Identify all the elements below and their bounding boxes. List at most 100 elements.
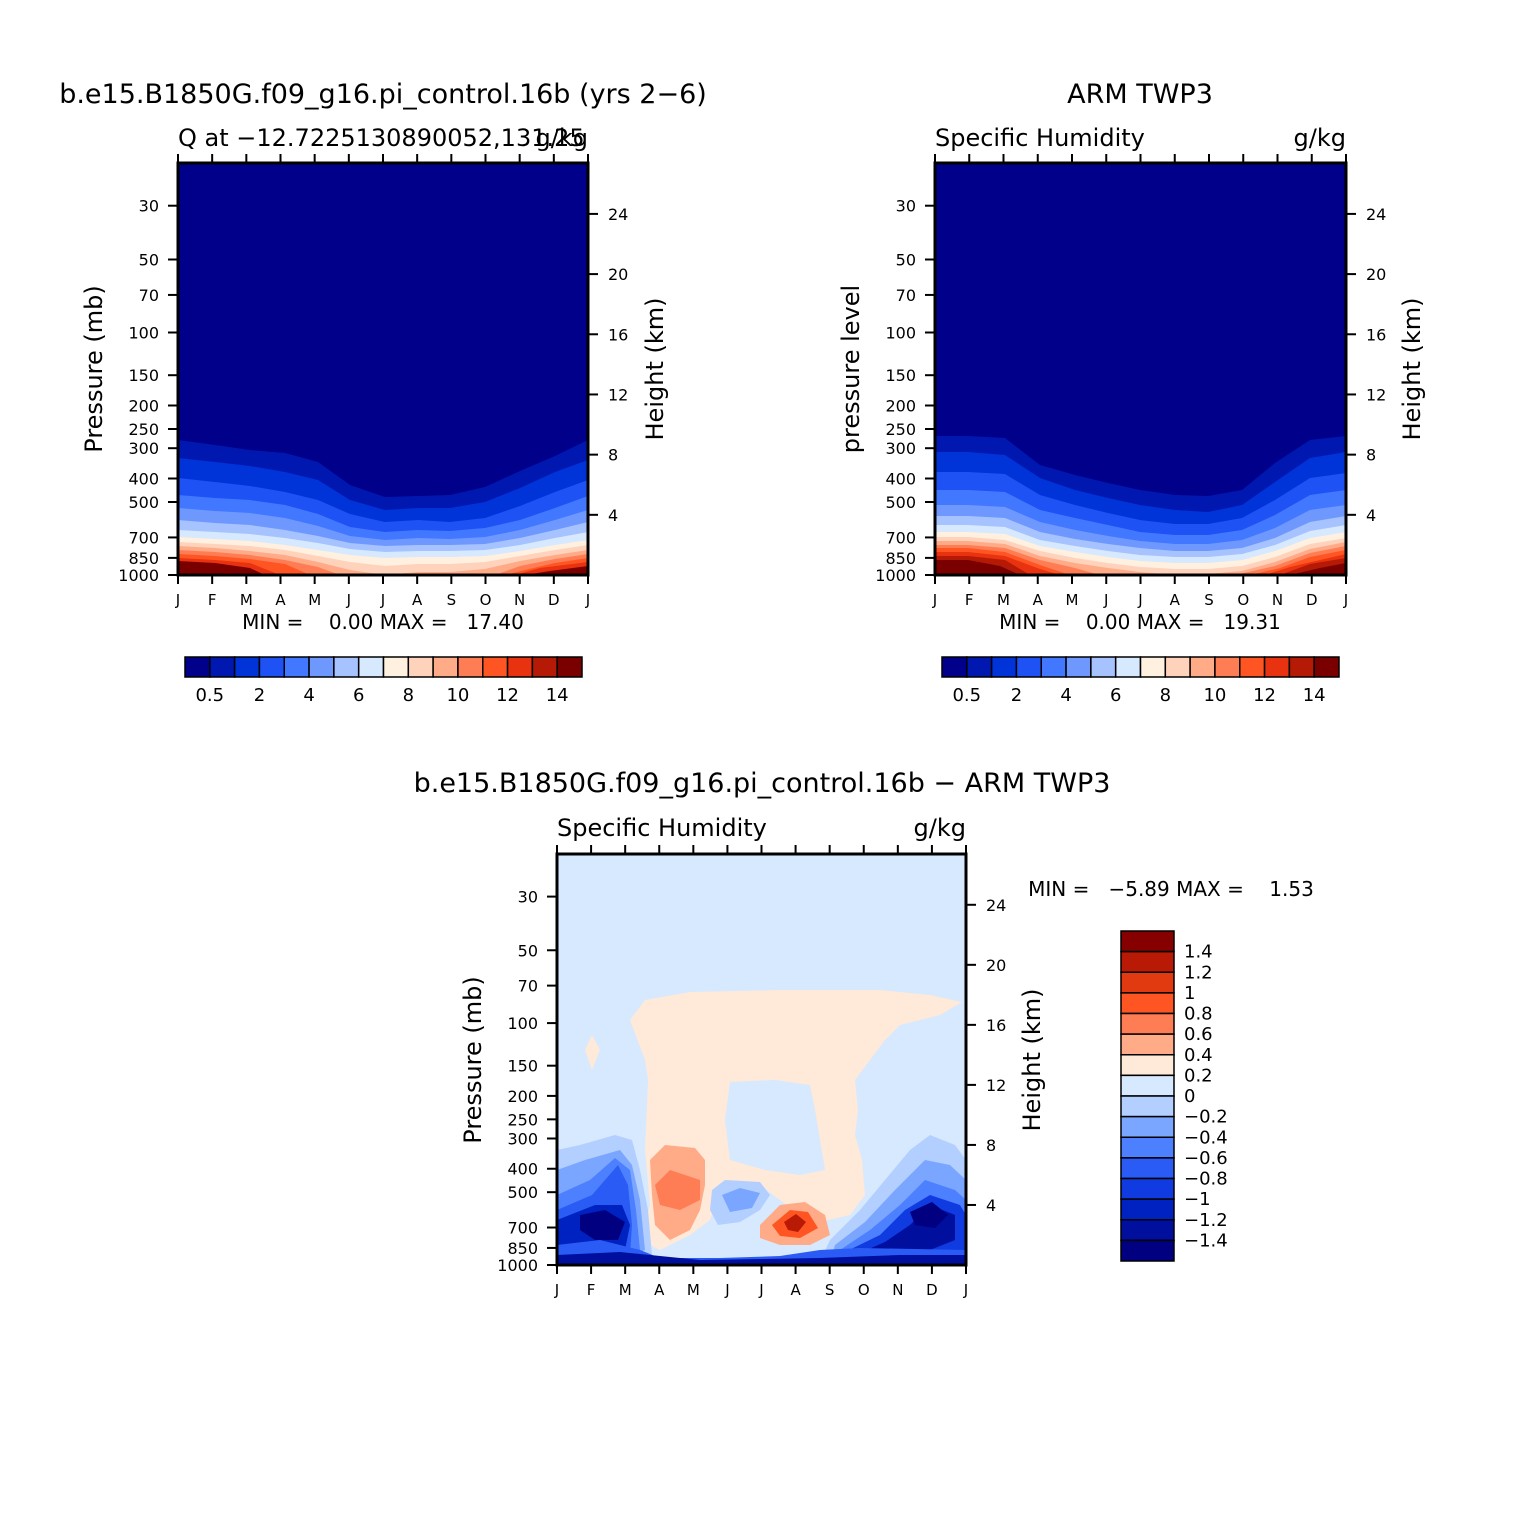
y-right-tick-label: 20 [1366, 265, 1386, 284]
y-right-tick-label: 8 [608, 446, 618, 465]
y-right-tick-label: 8 [986, 1136, 996, 1155]
panel-obs: ARM TWP3 Specific Humidity g/kg J F M A M J J A… [837, 79, 1426, 706]
colorbar-swatch [233, 656, 261, 678]
colorbar-label: 14 [546, 685, 569, 706]
x-tick-label: A [412, 591, 423, 609]
colorbar-label: 0 [1184, 1086, 1195, 1107]
x-tick-label: O [1237, 591, 1249, 609]
panel-obs-subtitle-left: Specific Humidity [935, 124, 1145, 152]
y-tick-label: 50 [518, 941, 538, 960]
x-tick-label: J [932, 591, 937, 609]
colorbar-swatch [941, 656, 968, 678]
colorbar-swatch [1065, 656, 1092, 678]
x-tick-label: M [240, 591, 253, 609]
x-tick-label: N [514, 591, 525, 609]
y-tick-label: 30 [896, 197, 916, 216]
colorbar-swatch [1120, 1239, 1175, 1262]
y-right-tick-label: 24 [608, 205, 628, 224]
y-right-tick-label: 4 [608, 506, 618, 525]
y-right-tick-label: 24 [1366, 205, 1386, 224]
x-tick-label: M [308, 591, 321, 609]
x-tick-label: J [963, 1281, 968, 1299]
x-tick-label: N [1272, 591, 1283, 609]
colorbar-label: 14 [1303, 685, 1326, 706]
colorbar-swatch [1189, 656, 1216, 678]
y-right-tick-label: 16 [1366, 325, 1386, 344]
y-tick-label: 70 [139, 286, 159, 305]
colorbar-label: 10 [1203, 685, 1226, 706]
panel-diff-stats: MIN = −5.89 MAX = 1.53 [1028, 877, 1314, 901]
x-tick-label: F [208, 591, 217, 609]
y-tick-label: 1000 [875, 566, 916, 585]
y-right-tick-label: 4 [1366, 506, 1376, 525]
colorbar-swatch [407, 656, 434, 678]
y-tick-label: 30 [518, 888, 538, 907]
colorbar-label: 8 [1160, 685, 1171, 706]
colorbar-swatch [1120, 1012, 1175, 1035]
colorbar-swatch [506, 656, 534, 678]
colorbar-label: 4 [303, 685, 314, 706]
y-right-tick-label: 24 [986, 896, 1006, 915]
colorbar-swatch [1120, 950, 1175, 973]
x-tick-label: S [825, 1281, 835, 1299]
y-right-tick-label: 12 [608, 385, 628, 404]
y-tick-label: 700 [128, 528, 159, 547]
colorbar-swatch [1120, 1074, 1175, 1097]
colorbar-label: 0.4 [1184, 1045, 1213, 1066]
colorbar-label: −0.2 [1184, 1107, 1228, 1128]
colorbar-swatch [308, 656, 335, 678]
y-tick-label: 100 [507, 1014, 538, 1033]
colorbar-label: −0.6 [1184, 1148, 1228, 1169]
y-tick-label: 850 [885, 549, 916, 568]
panel-obs-title: ARM TWP3 [1067, 79, 1213, 110]
x-tick-label: J [380, 591, 385, 609]
panel-diff: b.e15.B1850G.f09_g16.pi_control.16b − AR… [414, 768, 1314, 1299]
colorbar-label: 2 [254, 685, 265, 706]
colorbar-label: 10 [446, 685, 469, 706]
panel-model-subtitle-left: Q at −12.7225130890052,131.25 [178, 124, 585, 152]
x-tick-label: J [585, 591, 590, 609]
y-tick-label: 70 [896, 286, 916, 305]
colorbar-swatch [184, 656, 211, 678]
y-tick-label: 70 [518, 977, 538, 996]
y-tick-label: 200 [885, 396, 916, 415]
x-tick-label: J [1103, 591, 1108, 609]
x-tick-label: J [758, 1281, 763, 1299]
colorbar-label: 8 [403, 685, 414, 706]
panel-model-title: b.e15.B1850G.f09_g16.pi_control.16b (yrs… [59, 79, 707, 110]
panel-model-field [178, 163, 588, 575]
y-tick-label: 300 [507, 1130, 538, 1149]
colorbar-swatch [1120, 1219, 1175, 1242]
colorbar-swatch [1263, 656, 1291, 678]
x-tick-label: M [1066, 591, 1079, 609]
x-tick-label: M [997, 591, 1010, 609]
panel-diff-subtitle-right: g/kg [914, 814, 966, 842]
y-right-tick-label: 20 [608, 265, 628, 284]
x-tick-label: J [346, 591, 351, 609]
colorbar-label: 12 [496, 685, 519, 706]
colorbar-label: −1.4 [1184, 1230, 1228, 1251]
x-tick-label: A [1170, 591, 1181, 609]
colorbar-label: 6 [1110, 685, 1121, 706]
panel-diff-title: b.e15.B1850G.f09_g16.pi_control.16b − AR… [414, 768, 1111, 799]
y-tick-label: 500 [128, 493, 159, 512]
y-tick-label: 850 [128, 549, 159, 568]
colorbar-swatch [482, 656, 509, 678]
x-tick-label: D [926, 1281, 938, 1299]
colorbar-swatch [1040, 656, 1067, 678]
y-tick-label: 200 [507, 1087, 538, 1106]
y-tick-label: 250 [128, 420, 159, 439]
x-tick-label: F [587, 1281, 596, 1299]
x-tick-label: J [1137, 591, 1142, 609]
panel-model-stats: MIN = 0.00 MAX = 17.40 [242, 610, 524, 634]
colorbar-swatch [1120, 930, 1175, 953]
colorbar-swatch [1120, 1033, 1175, 1056]
colorbar-label: 1 [1184, 983, 1195, 1004]
panel-diff-ylabel-right: Height (km) [1018, 989, 1046, 1132]
y-tick-label: 400 [507, 1160, 538, 1179]
y-tick-label: 30 [139, 197, 159, 216]
y-tick-label: 700 [507, 1219, 538, 1238]
y-right-tick-label: 16 [608, 325, 628, 344]
colorbar-swatch [1239, 656, 1266, 678]
y-tick-label: 850 [507, 1239, 538, 1258]
